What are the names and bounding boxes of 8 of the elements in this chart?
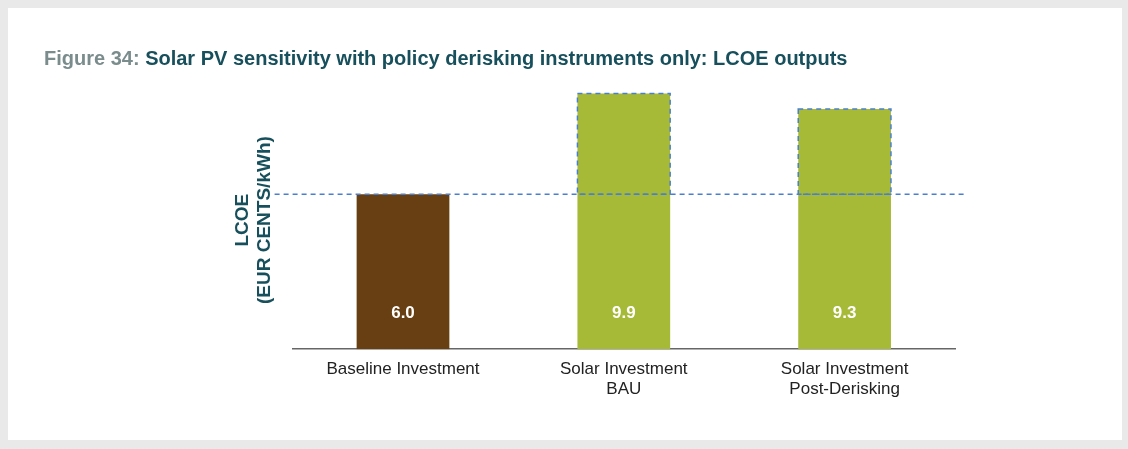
y-axis-title: LCOE (EUR CENTS/kWh)	[230, 136, 275, 305]
x-tick-label: Solar Investment BAU	[560, 359, 688, 399]
x-tick-label: Solar Investment Post-Derisking	[780, 359, 909, 399]
data-label: 9.9	[611, 302, 636, 322]
data-label: 6.0	[391, 302, 415, 322]
x-tick-label: Baseline Investment	[326, 359, 480, 379]
data-label: 9.3	[832, 302, 857, 322]
chart-title: Figure 34: Solar PV sensitivity with policy derisking instruments only: LCOE outputs	[44, 47, 848, 69]
